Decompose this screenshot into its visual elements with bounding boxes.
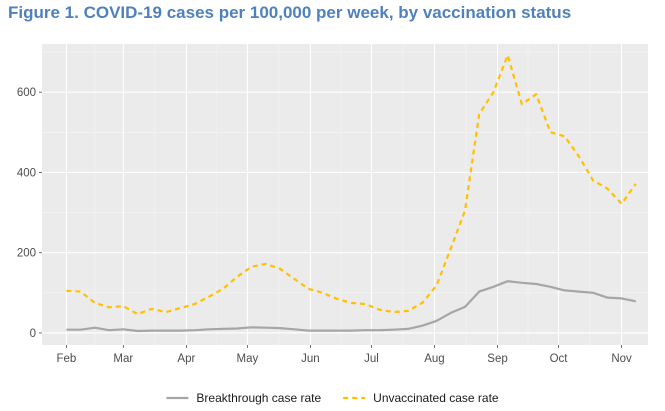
x-tick-label: Nov: [611, 353, 632, 365]
series-lines: [66, 54, 637, 333]
x-tick-label: Oct: [550, 353, 569, 365]
minor-gridlines: [42, 44, 648, 345]
x-tick-label: Feb: [56, 353, 76, 365]
breakthrough-case-rate-line: [66, 280, 637, 333]
x-tick-label: Mar: [113, 353, 133, 365]
x-tick-label: Sep: [487, 353, 507, 365]
unvaccinated-case-rate-line: [66, 54, 637, 316]
figure-title: Figure 1. COVID-19 cases per 100,000 per…: [8, 3, 572, 22]
legend: Breakthrough case rate Unvaccinated case …: [166, 391, 499, 405]
legend-label: Unvaccinated case rate: [373, 391, 499, 405]
y-tick-label: 0: [30, 328, 36, 340]
major-gridlines: [42, 44, 648, 345]
x-tick-label: May: [237, 353, 259, 365]
y-tick-label: 600: [17, 87, 36, 99]
plot-panel: [42, 44, 648, 345]
y-axis: 0 200 400 600: [17, 87, 42, 340]
x-axis: Feb Mar Apr May Jun Jul Aug Sep Oct Nov: [56, 345, 632, 365]
x-tick-label: Jun: [301, 353, 320, 365]
x-tick-label: Apr: [177, 353, 195, 365]
x-tick-label: Jul: [364, 353, 379, 365]
y-tick-label: 400: [17, 167, 36, 179]
x-tick-label: Aug: [424, 353, 444, 365]
legend-label: Breakthrough case rate: [196, 391, 321, 405]
y-tick-label: 200: [17, 248, 36, 260]
